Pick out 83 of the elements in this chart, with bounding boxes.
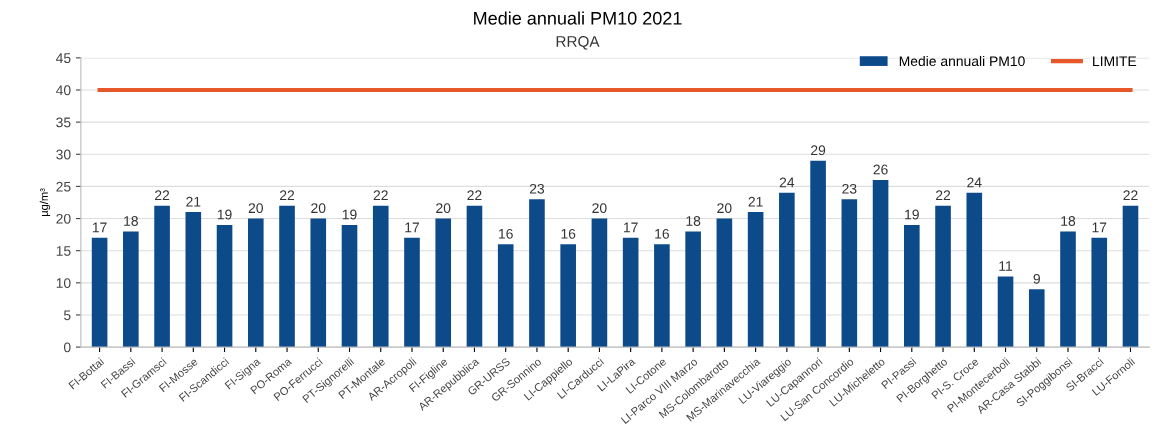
bar	[997, 276, 1014, 348]
data-label: 20	[436, 203, 451, 214]
y-tick-label: 15	[56, 246, 71, 256]
bar	[1122, 205, 1139, 348]
bar	[466, 205, 483, 348]
data-label: 18	[124, 216, 138, 226]
bar	[841, 199, 858, 348]
y-tick-label: 40	[56, 85, 71, 96]
y-tick-label: 45	[56, 53, 71, 64]
y-axis-title: µg/m³	[39, 188, 51, 217]
data-label: 17	[92, 222, 107, 233]
data-label: 22	[373, 190, 388, 201]
bar	[435, 218, 452, 348]
data-label: 17	[1092, 222, 1107, 233]
y-tick-label: 25	[56, 181, 71, 192]
data-label: 20	[311, 203, 326, 214]
bar	[247, 218, 264, 348]
data-label: 24	[967, 177, 982, 188]
data-label: 22	[1123, 190, 1138, 201]
data-label: 19	[905, 209, 919, 220]
bar	[529, 199, 545, 348]
bar	[123, 231, 139, 348]
bar	[966, 192, 983, 348]
bar	[810, 160, 826, 348]
bar	[497, 244, 514, 348]
bar	[279, 205, 295, 348]
bar	[1028, 289, 1045, 348]
data-label: 9	[1033, 273, 1040, 284]
bar	[935, 205, 951, 348]
data-label: 22	[155, 190, 170, 201]
data-label: 23	[842, 183, 857, 194]
bar	[904, 224, 920, 348]
legend-label: LIMITE	[1093, 56, 1137, 66]
data-label: 20	[717, 203, 732, 214]
data-label: 22	[280, 190, 295, 201]
data-label: 29	[811, 145, 826, 156]
bar	[779, 192, 795, 348]
data-label: 19	[217, 209, 232, 220]
data-label: 17	[405, 222, 420, 233]
bar	[747, 212, 764, 348]
data-label: 16	[561, 228, 576, 239]
bar	[154, 205, 170, 348]
bar	[872, 179, 889, 348]
y-tick-label: 0	[63, 342, 71, 353]
data-label: 19	[342, 209, 357, 220]
data-label: 18	[686, 216, 701, 226]
bar	[1091, 237, 1108, 348]
data-label: 17	[623, 222, 638, 233]
bar	[654, 244, 670, 348]
bar	[1060, 231, 1076, 348]
y-tick-label: 10	[56, 278, 71, 288]
data-label: 20	[592, 203, 607, 214]
y-tick-label: 35	[56, 117, 71, 128]
bar	[185, 212, 202, 348]
y-tick-label: 30	[56, 149, 71, 160]
bar	[372, 205, 389, 348]
y-tick-label: 5	[63, 310, 71, 321]
bar	[716, 218, 733, 348]
data-label: 23	[529, 183, 545, 194]
data-label: 22	[467, 190, 482, 201]
data-label: 21	[748, 196, 763, 207]
data-label: 21	[186, 196, 201, 207]
bar	[685, 231, 701, 348]
data-label: 16	[655, 228, 670, 239]
data-label: 26	[873, 164, 888, 175]
chart-subtitle: RRQA	[556, 36, 600, 50]
data-label: 20	[248, 203, 263, 214]
bar	[216, 224, 233, 348]
chart-title: Medie annuali PM10 2021	[474, 11, 682, 25]
bar	[91, 237, 108, 348]
bar	[622, 237, 639, 348]
bar	[310, 218, 327, 348]
data-label: 24	[779, 177, 795, 188]
bar	[341, 224, 358, 348]
data-label: 16	[499, 228, 513, 239]
data-label: 22	[936, 190, 951, 201]
bar	[591, 218, 608, 348]
bar	[404, 237, 420, 348]
bar	[560, 244, 576, 348]
legend-label: Medie annuali PM10	[899, 55, 1025, 67]
y-tick-label: 20	[56, 213, 71, 224]
data-label: 18	[1061, 216, 1076, 226]
data-label: 11	[999, 261, 1013, 271]
